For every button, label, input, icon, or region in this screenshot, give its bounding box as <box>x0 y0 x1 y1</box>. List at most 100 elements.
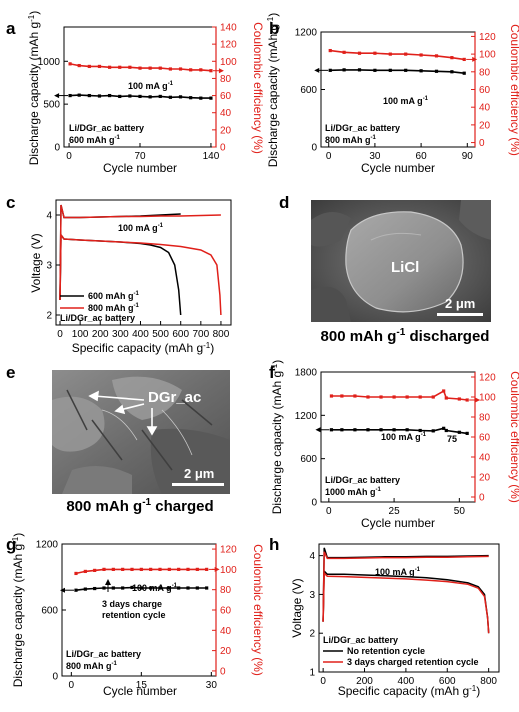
data-point <box>68 62 72 66</box>
data-point <box>97 94 102 98</box>
data-point <box>111 567 115 571</box>
series-line <box>330 49 465 61</box>
ytick-label: 1200 <box>295 411 318 422</box>
caption-e: 800 mAh g-1 charged <box>35 497 245 515</box>
data-point <box>130 585 134 590</box>
data-point <box>329 428 334 432</box>
ylabel-h: Voltage (V) <box>290 578 304 637</box>
data-point <box>178 95 183 99</box>
y2tick-label: 20 <box>479 120 491 131</box>
data-point <box>328 68 332 72</box>
data-point <box>77 93 81 97</box>
xtick-label: 200 <box>92 329 109 340</box>
data-point <box>167 586 171 590</box>
ylabel-g: Discharge capacity (mAh g-1) <box>11 533 25 688</box>
panel-label-e: e <box>6 363 15 382</box>
caption-e-main: 800 mAh g <box>66 498 143 515</box>
xticks-c: 0 100 200 300 400 500 600 700 800 <box>57 321 230 340</box>
panel-label-c: c <box>6 193 15 212</box>
data-point <box>138 94 142 99</box>
scale-bar-label-e: 2 μm <box>184 466 214 481</box>
series-b-efficiency <box>328 48 478 62</box>
data-point <box>178 67 183 71</box>
data-point <box>74 571 78 576</box>
xtick-label: 600 <box>172 329 189 340</box>
data-point <box>199 68 203 72</box>
annotation-rate-h: 100 mA g-1 <box>375 567 421 577</box>
ytick-label: 600 <box>300 85 317 96</box>
data-point <box>74 588 78 592</box>
data-point <box>379 428 383 432</box>
ytick-label: 1800 <box>295 368 318 379</box>
data-point <box>392 428 396 432</box>
panel-b: b 0 600 1200 0 20 40 60 80 100 120 0 30 60 90 100 m… <box>259 0 519 182</box>
data-point <box>340 394 344 398</box>
xlabel-f: Cycle number <box>361 516 435 530</box>
xtick-label: 70 <box>134 151 146 162</box>
ytick-label: 1 <box>309 668 315 679</box>
series-g-capacity <box>60 585 209 593</box>
xtick-label: 200 <box>356 676 373 687</box>
data-point <box>158 66 162 70</box>
chart-a: a 0 500 1000 0 20 40 60 80 100 120 140 0 70 140 100… <box>6 11 265 175</box>
y2tick-label: 120 <box>479 32 496 43</box>
ytick-label: 0 <box>311 143 317 154</box>
panel-h: h 1 2 3 4 0 200 400 600 800 100 mA g-1 Li/DGr_a… <box>265 532 519 707</box>
xtick-label: 600 <box>439 676 456 687</box>
annotation-battery-h: Li/DGr_ac battery <box>323 635 398 645</box>
y2tick-label: 60 <box>479 433 491 444</box>
y2tick-label: 0 <box>479 138 485 149</box>
data-point <box>108 65 112 69</box>
panel-f: f 0 600 1200 1800 0 20 40 60 80 100 120 0 25 50 100… <box>259 360 519 532</box>
plot-frame-h <box>318 543 500 673</box>
data-point <box>418 428 422 433</box>
ylabel-f: Discharge capacity (mAh g-1) <box>270 360 284 515</box>
axis-pointer-arrowhead <box>315 427 321 433</box>
data-point <box>139 586 143 590</box>
y2label-b: Coulombic efficiency (%) <box>508 24 519 156</box>
xticks-f: 0 25 50 <box>326 498 465 517</box>
xtick-label: 500 <box>152 329 169 340</box>
yticks-g: 0 600 1200 <box>36 540 66 683</box>
xtick-label: 15 <box>136 680 148 691</box>
annotation-battery-b: Li/DGr_ac battery <box>325 123 400 133</box>
data-point <box>195 567 199 571</box>
ytick-label: 0 <box>311 498 317 509</box>
sem-e-flake <box>112 376 182 420</box>
licl-label: LiCl <box>391 259 419 276</box>
xtick-label: 0 <box>326 506 332 517</box>
y2tick-label: 80 <box>220 585 232 596</box>
sem-d-particle <box>311 211 351 247</box>
data-point <box>205 567 209 571</box>
y2tick-label: 0 <box>220 143 226 154</box>
panel-d-frame: d <box>279 193 289 212</box>
ytick-label: 1000 <box>38 57 61 68</box>
panel-g: g 0 600 1200 0 20 40 60 80 100 120 0 15 30 100 mA … <box>0 532 265 707</box>
legend-c-label-600: 600 mAh g-1 <box>88 291 140 301</box>
data-point <box>465 398 469 402</box>
data-point <box>373 51 377 55</box>
ytick-label: 1200 <box>295 28 318 39</box>
sem-d-edge <box>370 232 422 241</box>
legend-h: No retention cycle 3 days charged retent… <box>323 646 479 667</box>
data-point <box>462 57 466 62</box>
ytick-label: 0 <box>54 143 60 154</box>
annotation-battery-a: Li/DGr_ac battery <box>69 123 144 133</box>
xlabel-b: Cycle number <box>361 161 435 175</box>
data-point <box>158 586 162 590</box>
y2tick-label: 60 <box>220 91 232 102</box>
data-point <box>404 52 408 56</box>
data-point <box>388 52 392 56</box>
xtick-label: 90 <box>462 151 474 162</box>
y2tick-label: 60 <box>220 606 232 617</box>
data-point <box>462 71 466 75</box>
sem-e-cracks <box>66 389 213 471</box>
series-a-capacity <box>54 93 213 100</box>
xticks-h: 0 200 400 600 800 <box>320 668 497 687</box>
series-h-curves <box>322 547 490 634</box>
data-point <box>128 94 132 98</box>
data-point <box>118 94 122 99</box>
y2tick-label: 100 <box>220 57 237 68</box>
panel-label-d: d <box>279 193 289 212</box>
annotation-battery-c: Li/DGr_ac battery <box>60 313 135 323</box>
